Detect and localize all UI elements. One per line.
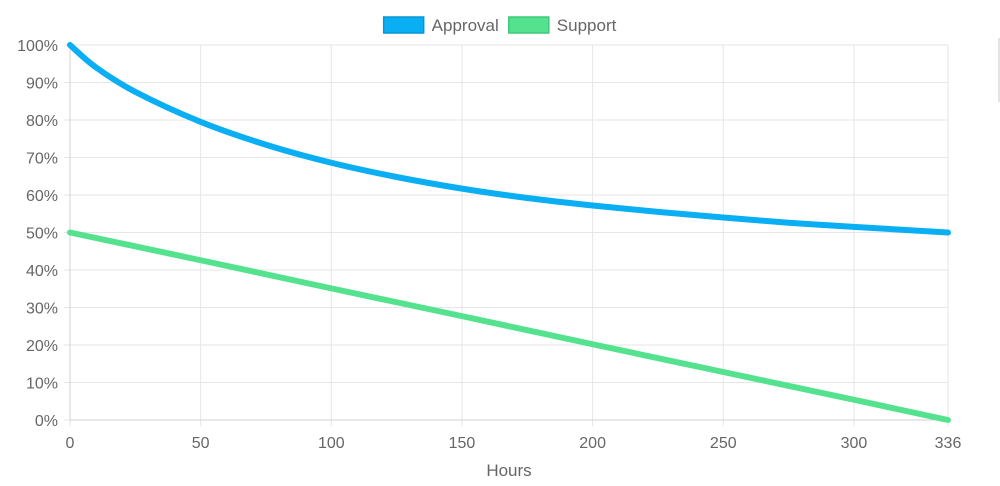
y-tick-label: 20% [26, 338, 58, 355]
y-tick-label: 60% [26, 188, 58, 205]
y-tick-label: 30% [26, 301, 58, 318]
y-tick-label: 50% [26, 226, 58, 243]
y-tick-label: 10% [26, 376, 58, 393]
x-tick-label: 50 [192, 435, 210, 452]
legend-label: Approval [432, 16, 499, 35]
series-line-support [67, 229, 951, 423]
x-axis: 0 50 100 150 200 250 300 336 [66, 435, 962, 452]
legend-label: Support [557, 16, 617, 35]
legend-swatch [508, 16, 550, 34]
x-tick-label: 336 [935, 435, 962, 452]
y-tick-label: 80% [26, 113, 58, 130]
legend: Approval Support [382, 16, 617, 35]
x-tick-label: 300 [841, 435, 868, 452]
legend-swatch [382, 16, 425, 34]
legend-item-support[interactable]: Support [508, 16, 617, 35]
x-tick-label: 100 [318, 435, 345, 452]
x-tick-label: 150 [449, 435, 476, 452]
scrollbar-edge [998, 38, 1000, 102]
y-tick-label: 0% [35, 413, 58, 430]
grid [64, 44, 949, 426]
series-group [67, 42, 951, 423]
y-axis: 0% 10% 20% 30% 40% 50% 60% 70% 80% 90% 100% [17, 38, 58, 430]
legend-item-approval[interactable]: Approval [382, 16, 499, 35]
series-line-approval [67, 42, 951, 236]
x-tick-label: 250 [710, 435, 737, 452]
y-tick-label: 100% [17, 38, 58, 55]
x-tick-label: 0 [66, 435, 75, 452]
y-tick-label: 70% [26, 151, 58, 168]
y-tick-label: 90% [26, 76, 58, 93]
x-axis-title: Hours [486, 461, 531, 480]
x-tick-label: 200 [579, 435, 606, 452]
y-tick-label: 40% [26, 263, 58, 280]
